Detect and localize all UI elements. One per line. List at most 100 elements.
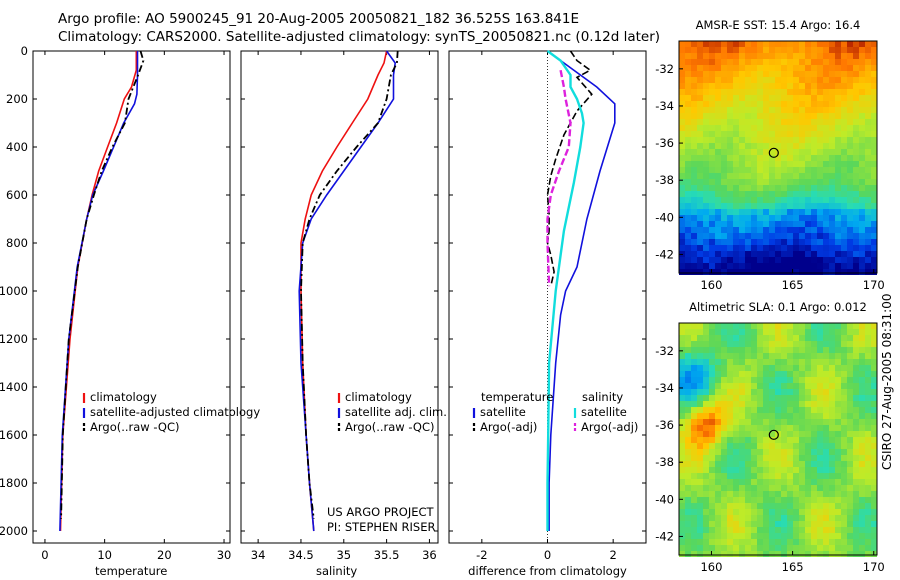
map-cell — [763, 341, 769, 347]
map-cell — [739, 89, 745, 95]
map-cell — [811, 371, 817, 377]
project-annotation: US ARGO PROJECT — [327, 505, 435, 519]
map-cell — [835, 431, 841, 437]
map-cell — [685, 509, 691, 515]
map-cell — [787, 41, 793, 47]
map-cell — [871, 209, 877, 215]
map-cell — [709, 527, 715, 533]
map-cell — [853, 437, 859, 443]
map-cell — [775, 47, 781, 53]
map-cell — [787, 113, 793, 119]
map-cell — [757, 437, 763, 443]
map-cell — [727, 227, 733, 233]
map-cell — [721, 455, 727, 461]
map-cell — [853, 413, 859, 419]
map-cell — [679, 101, 685, 107]
map-cell — [697, 233, 703, 239]
map-cell — [715, 449, 721, 455]
map-cell — [715, 479, 721, 485]
map-cell — [745, 149, 751, 155]
map-cell — [865, 125, 871, 131]
map-cell — [727, 497, 733, 503]
map-cell — [739, 449, 745, 455]
map-cell — [859, 491, 865, 497]
map-cell — [865, 479, 871, 485]
map-cell — [727, 65, 733, 71]
map-cell — [871, 53, 877, 59]
map-cell — [829, 257, 835, 263]
map-cell — [817, 251, 823, 257]
map-cell — [781, 437, 787, 443]
map-cell — [715, 131, 721, 137]
map-cell — [865, 71, 871, 77]
map-cell — [703, 449, 709, 455]
map-cell — [847, 89, 853, 95]
map-cell — [847, 83, 853, 89]
map-cell — [739, 41, 745, 47]
map-cell — [751, 395, 757, 401]
map-cell — [685, 257, 691, 263]
map-cell — [859, 527, 865, 533]
map-cell — [679, 515, 685, 521]
map-cell — [835, 371, 841, 377]
map-cell — [871, 47, 877, 53]
map-cell — [853, 77, 859, 83]
map-cell — [799, 323, 805, 329]
map-cell — [685, 65, 691, 71]
map-cell — [739, 71, 745, 77]
profile-title: Argo profile: AO 5900245_91 20-Aug-2005 … — [58, 11, 580, 27]
map-cell — [793, 443, 799, 449]
map-cell — [727, 467, 733, 473]
map-cell — [853, 497, 859, 503]
map-cell — [787, 203, 793, 209]
map-cell — [739, 329, 745, 335]
map-cell — [751, 71, 757, 77]
map-cell — [709, 479, 715, 485]
map-cell — [859, 389, 865, 395]
map-cell — [871, 173, 877, 179]
map-cell — [769, 461, 775, 467]
map-x-tick-label: 170 — [863, 560, 885, 574]
map-cell — [805, 197, 811, 203]
map-cell — [835, 215, 841, 221]
map-cell — [823, 131, 829, 137]
map-cell — [745, 95, 751, 101]
map-cell — [685, 167, 691, 173]
map-cell — [811, 221, 817, 227]
map-cell — [829, 323, 835, 329]
map-cell — [703, 59, 709, 65]
map-cell — [739, 239, 745, 245]
map-cell — [775, 197, 781, 203]
map-cell — [775, 65, 781, 71]
map-cell — [775, 347, 781, 353]
map-cell — [709, 389, 715, 395]
series-line-argo-raw-qc- — [300, 50, 399, 520]
map-cell — [757, 203, 763, 209]
map-cell — [715, 59, 721, 65]
map-cell — [733, 461, 739, 467]
map-cell — [811, 191, 817, 197]
map-cell — [739, 191, 745, 197]
map-cell — [715, 101, 721, 107]
map-cell — [775, 77, 781, 83]
depth-tick-label: 2000 — [0, 524, 28, 538]
map-cell — [697, 443, 703, 449]
map-cell — [697, 341, 703, 347]
map-cell — [769, 221, 775, 227]
map-cell — [715, 53, 721, 59]
map-cell — [871, 113, 877, 119]
map-cell — [799, 257, 805, 263]
map-cell — [871, 341, 877, 347]
map-cell — [787, 389, 793, 395]
map-cell — [769, 155, 775, 161]
map-cell — [751, 449, 757, 455]
map-cell — [823, 95, 829, 101]
map-cell — [811, 551, 817, 557]
map-cell — [853, 131, 859, 137]
map-cell — [793, 395, 799, 401]
map-cell — [727, 41, 733, 47]
map-cell — [775, 359, 781, 365]
map-cell — [739, 65, 745, 71]
map-cell — [751, 131, 757, 137]
map-cell — [763, 485, 769, 491]
